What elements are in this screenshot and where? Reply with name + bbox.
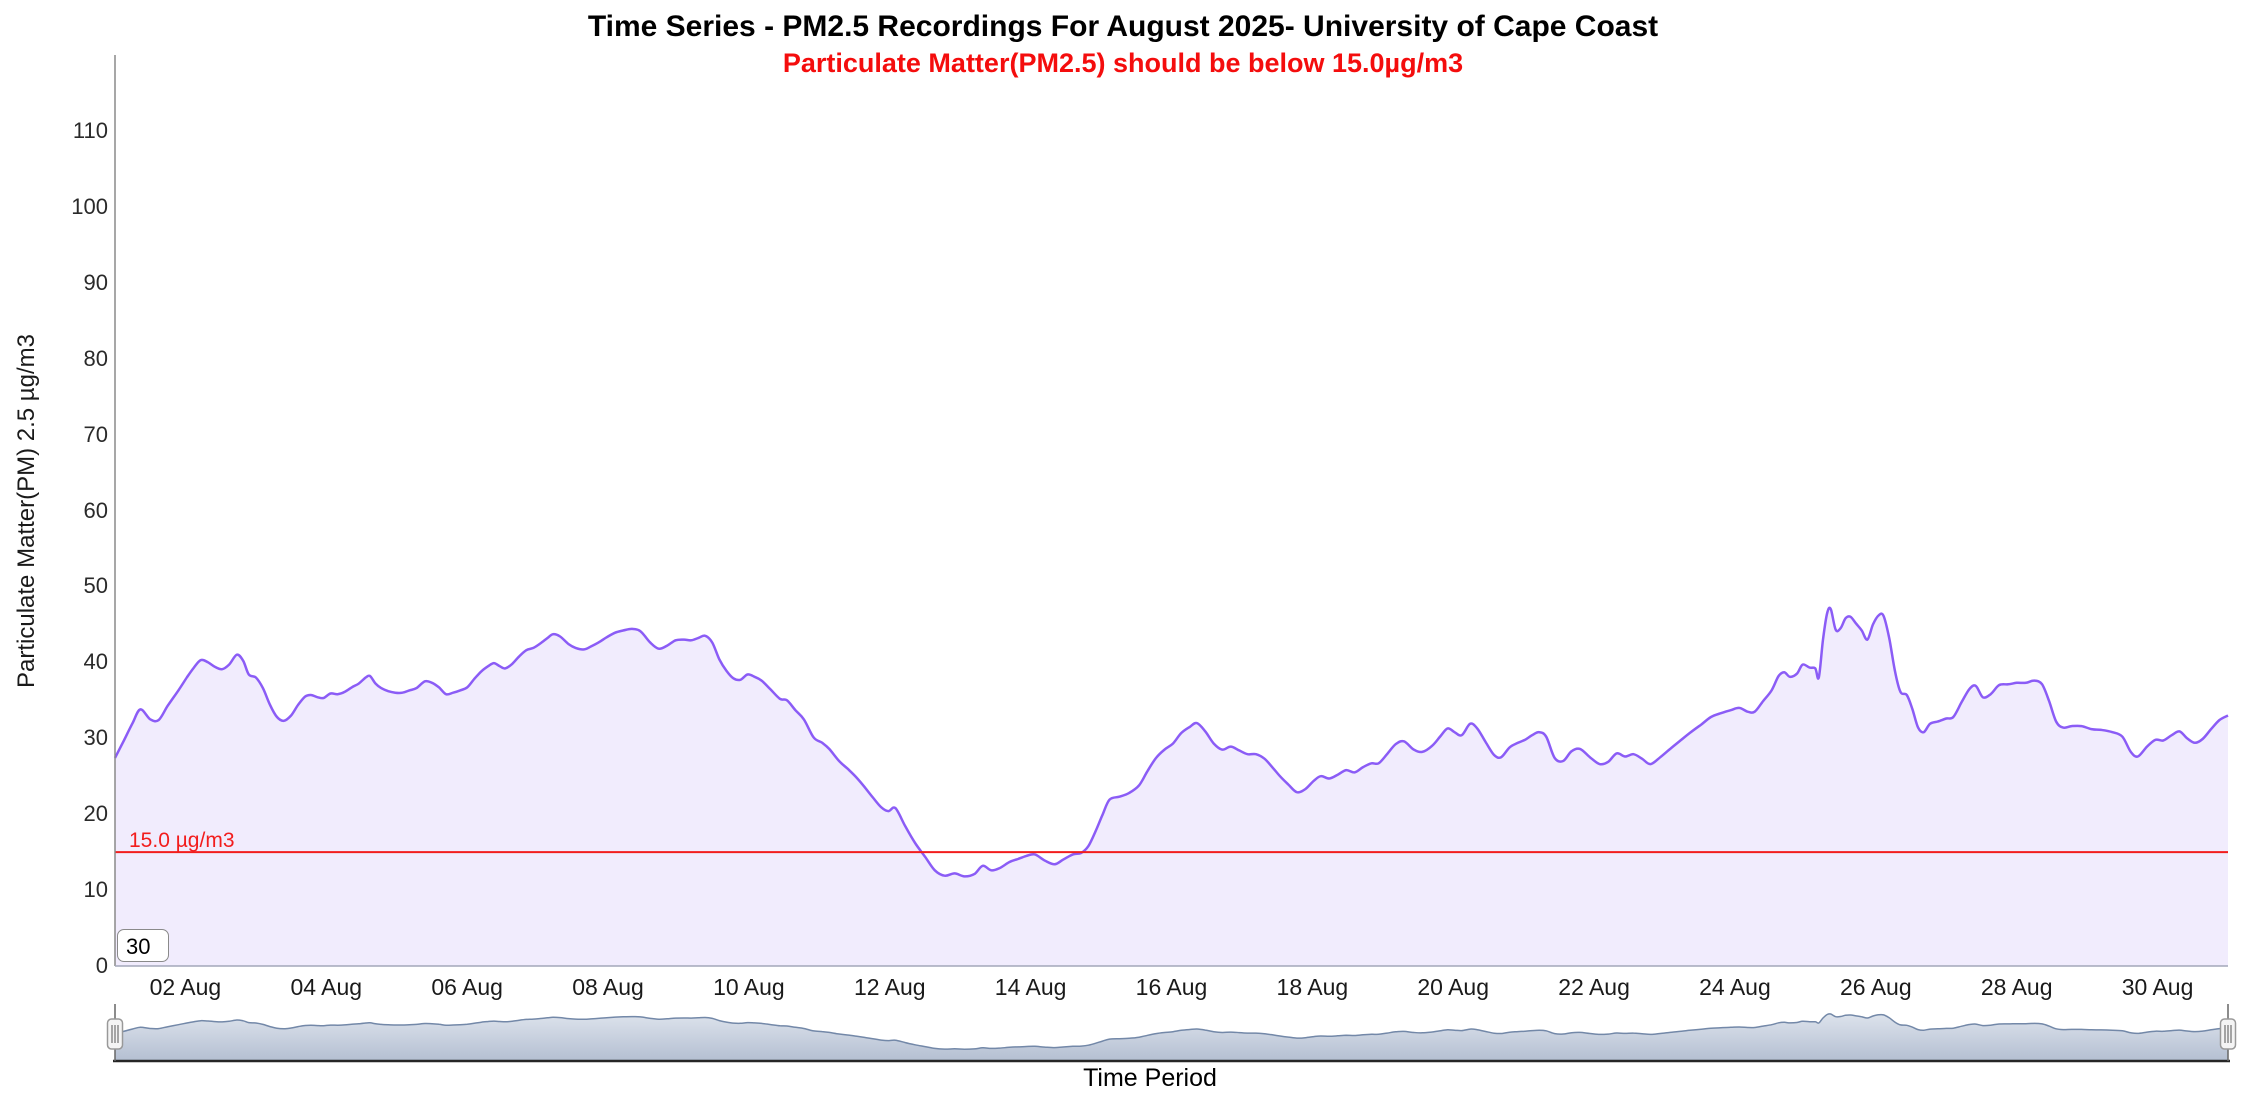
x-tick-label: 02 Aug	[149, 974, 222, 1000]
y-tick-label: 110	[72, 117, 108, 143]
days-range-input[interactable]: 30	[117, 929, 169, 962]
x-tick-label: 26 Aug	[1840, 974, 1912, 1000]
chart-title: Time Series - PM2.5 Recordings For Augus…	[587, 10, 1659, 43]
x-tick-label: 28 Aug	[1980, 974, 2053, 1000]
y-tick-label: 10	[83, 877, 108, 903]
y-tick-label: 60	[83, 497, 108, 523]
y-tick-label: 0	[95, 953, 108, 978]
y-tick-label: 90	[83, 269, 108, 295]
threshold-label: 15.0 µg/m3	[129, 829, 235, 852]
x-tick-label: 10 Aug	[713, 974, 785, 1000]
x-tick-label: 06 Aug	[431, 974, 503, 1000]
chart-subtitle: Particulate Matter(PM2.5) should be belo…	[782, 48, 1464, 78]
y-tick-label: 40	[83, 649, 108, 675]
navigator-area[interactable]	[115, 1013, 2228, 1061]
y-tick-label: 100	[71, 193, 108, 219]
navigator-series-line	[114, 1013, 2229, 1050]
x-tick-label: 16 Aug	[1135, 974, 1208, 1000]
y-tick-label: 30	[83, 725, 108, 751]
y-tick-label: 50	[83, 573, 108, 599]
x-tick-label: 08 Aug	[572, 974, 644, 1000]
y-tick-label: 70	[83, 421, 108, 447]
x-tick-label: 12 Aug	[853, 974, 926, 1000]
pm25-line	[113, 606, 2229, 878]
x-tick-label: 22 Aug	[1558, 974, 1630, 1000]
y-tick-label: 20	[83, 801, 108, 827]
x-tick-label: 30 Aug	[2121, 974, 2194, 1000]
y-tick-label: 80	[83, 345, 108, 371]
x-axis-title: Time Period	[1083, 1064, 1217, 1092]
x-tick-label: 24 Aug	[1699, 974, 1771, 1000]
x-tick-label: 14 Aug	[994, 974, 1067, 1000]
x-tick-label: 04 Aug	[290, 974, 363, 1000]
x-tick-label: 18 Aug	[1276, 974, 1349, 1000]
x-tick-label: 20 Aug	[1417, 974, 1490, 1000]
pm25-area	[115, 607, 2228, 966]
